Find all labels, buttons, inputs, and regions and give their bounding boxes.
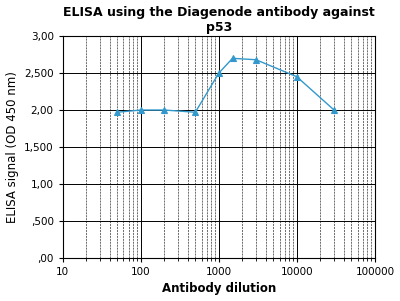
Title: ELISA using the Diagenode antibody against
p53: ELISA using the Diagenode antibody again… — [63, 5, 375, 33]
X-axis label: Antibody dilution: Antibody dilution — [162, 282, 276, 296]
Y-axis label: ELISA signal (OD 450 nm): ELISA signal (OD 450 nm) — [6, 71, 18, 223]
